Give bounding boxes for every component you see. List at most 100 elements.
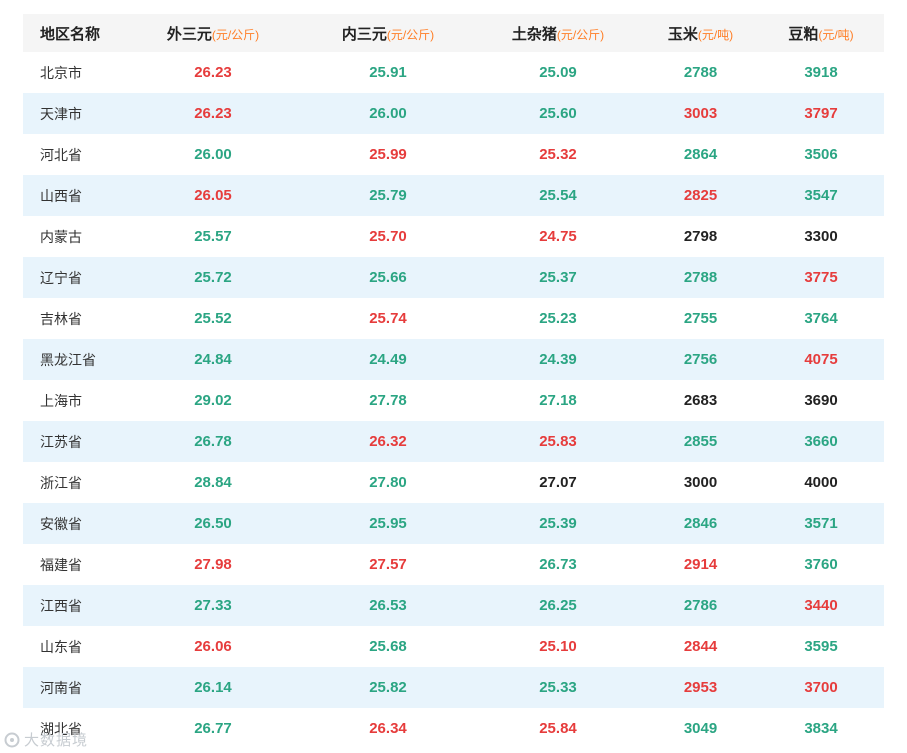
region-name: 黑龙江省	[40, 351, 96, 368]
price-value: 24.39	[539, 351, 577, 368]
header-corn-label: 玉米	[667, 25, 698, 43]
region-name: 浙江省	[40, 474, 82, 491]
table-row: 内蒙古 25.57 25.70 24.75 2798 3300	[23, 216, 884, 257]
price-value: 27.98	[194, 556, 232, 573]
price-value: 26.05	[194, 187, 232, 204]
price-value: 25.99	[369, 146, 407, 163]
price-value: 27.57	[369, 556, 407, 573]
region-name: 安徽省	[40, 515, 82, 532]
table-row: 山东省 26.06 25.68 25.10 2844 3595	[23, 626, 884, 667]
price-table: 地区名称 外三元(元/公斤) 内三元(元/公斤) 土杂猪(元/公斤) 玉米(元/…	[23, 14, 884, 749]
header-waisanyuan-label: 外三元	[166, 25, 212, 43]
price-value: 27.78	[369, 392, 407, 409]
price-value: 26.14	[194, 679, 232, 696]
price-value: 3700	[804, 679, 838, 696]
price-value: 2788	[683, 64, 718, 81]
price-value: 26.00	[369, 105, 407, 122]
price-value: 25.79	[369, 187, 407, 204]
price-value: 25.72	[194, 269, 232, 286]
price-value: 25.91	[369, 64, 407, 81]
header-tuzazhu-unit: (元/公斤)	[556, 27, 605, 42]
table-row: 北京市 26.23 25.91 25.09 2788 3918	[23, 52, 884, 93]
price-value: 25.95	[369, 515, 407, 532]
price-value: 3547	[804, 187, 838, 204]
price-value: 26.78	[194, 433, 232, 450]
price-value: 2683	[683, 392, 718, 409]
price-value: 27.07	[539, 474, 577, 491]
price-value: 2846	[683, 515, 718, 532]
table-row: 黑龙江省 24.84 24.49 24.39 2756 4075	[23, 339, 884, 380]
table-row: 河北省 26.00 25.99 25.32 2864 3506	[23, 134, 884, 175]
price-table-body: 北京市 26.23 25.91 25.09 2788 3918 天津市 26.23 26.00 2…	[23, 52, 884, 749]
region-name: 福建省	[40, 556, 82, 573]
region-name: 山东省	[40, 638, 82, 655]
price-value: 25.23	[539, 310, 577, 327]
price-value: 25.84	[539, 720, 577, 737]
price-value: 3571	[804, 515, 838, 532]
table-row: 江苏省 26.78 26.32 25.83 2855 3660	[23, 421, 884, 462]
price-value: 26.34	[369, 720, 407, 737]
price-value: 25.60	[539, 105, 577, 122]
price-value: 2755	[683, 310, 718, 327]
region-name: 天津市	[40, 105, 82, 122]
region-name: 河南省	[40, 679, 82, 696]
price-value: 2788	[683, 269, 718, 286]
price-value: 25.66	[369, 269, 407, 286]
table-header-row: 地区名称 外三元(元/公斤) 内三元(元/公斤) 土杂猪(元/公斤) 玉米(元/…	[23, 14, 884, 52]
region-name: 河北省	[40, 146, 82, 163]
price-value: 25.70	[369, 228, 407, 245]
price-value: 3764	[804, 310, 838, 327]
price-value: 26.53	[369, 597, 407, 614]
price-value: 26.50	[194, 515, 232, 532]
price-value: 26.06	[194, 638, 232, 655]
region-name: 吉林省	[40, 310, 82, 327]
price-value: 26.73	[539, 556, 577, 573]
price-value: 25.32	[539, 146, 577, 163]
price-value: 2756	[683, 351, 718, 368]
price-value: 2786	[683, 597, 718, 614]
table-row: 山西省 26.05 25.79 25.54 2825 3547	[23, 175, 884, 216]
header-soybean-meal-label: 豆粕	[788, 25, 819, 43]
price-value: 3000	[683, 474, 718, 491]
price-value: 2825	[683, 187, 718, 204]
price-value: 28.84	[194, 474, 232, 491]
region-name: 山西省	[40, 187, 82, 204]
region-name: 江苏省	[40, 433, 82, 450]
price-value: 25.39	[539, 515, 577, 532]
header-soybean-meal: 豆粕(元/吨)	[758, 14, 884, 52]
table-row: 浙江省 28.84 27.80 27.07 3000 4000	[23, 462, 884, 503]
header-neisanyuan-unit: (元/公斤)	[386, 27, 435, 42]
header-tuzazhu: 土杂猪(元/公斤)	[473, 14, 643, 52]
price-value: 29.02	[194, 392, 232, 409]
price-value: 25.09	[539, 64, 577, 81]
header-tuzazhu-label: 土杂猪	[511, 25, 557, 43]
price-value: 4075	[804, 351, 838, 368]
price-value: 3300	[804, 228, 838, 245]
region-name: 上海市	[40, 392, 82, 409]
header-region: 地区名称	[23, 14, 123, 52]
price-value: 2855	[683, 433, 718, 450]
watermark: 大数据境	[3, 729, 88, 750]
table-row: 安徽省 26.50 25.95 25.39 2846 3571	[23, 503, 884, 544]
price-value: 3003	[683, 105, 718, 122]
price-value: 3595	[804, 638, 838, 655]
price-value: 25.74	[369, 310, 407, 327]
price-value: 25.10	[539, 638, 577, 655]
price-value: 25.83	[539, 433, 577, 450]
watermark-text: 大数据境	[24, 732, 89, 749]
price-value: 3834	[804, 720, 838, 737]
price-value: 24.84	[194, 351, 232, 368]
price-value: 3049	[683, 720, 718, 737]
table-row: 河南省 26.14 25.82 25.33 2953 3700	[23, 667, 884, 708]
price-value: 25.68	[369, 638, 407, 655]
table-row: 吉林省 25.52 25.74 25.23 2755 3764	[23, 298, 884, 339]
regional-price-table: 地区名称 外三元(元/公斤) 内三元(元/公斤) 土杂猪(元/公斤) 玉米(元/…	[23, 14, 884, 749]
price-value: 25.54	[539, 187, 577, 204]
price-value: 27.80	[369, 474, 407, 491]
price-value: 3797	[804, 105, 838, 122]
price-value: 26.32	[369, 433, 407, 450]
price-value: 3690	[804, 392, 838, 409]
price-value: 27.33	[194, 597, 232, 614]
price-value: 2953	[683, 679, 718, 696]
price-value: 2864	[683, 146, 718, 163]
